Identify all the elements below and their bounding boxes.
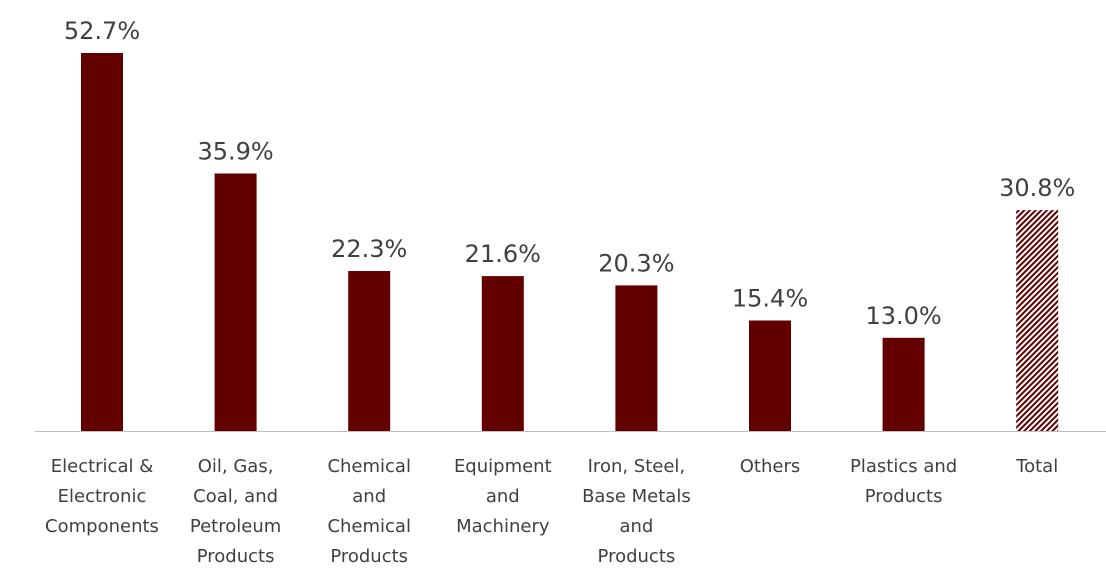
category-label-line: Base Metals <box>582 486 691 507</box>
bars-layer <box>81 53 1059 431</box>
bar-5 <box>749 320 791 431</box>
category-label-line: Petroleum <box>190 516 281 537</box>
bar-value-label: 30.8% <box>999 174 1075 202</box>
category-label-line: Chemical <box>327 516 411 537</box>
category-label-line: Coal, and <box>193 486 278 507</box>
category-label-line: and <box>486 486 520 507</box>
category-label-line: Equipment <box>454 456 552 477</box>
category-label-line: Total <box>1015 456 1058 477</box>
category-label: Iron, Steel, Base Metals and Products <box>582 456 691 567</box>
category-label-line: and <box>352 486 386 507</box>
bar-4 <box>615 285 658 431</box>
category-label-line: Iron, Steel, <box>588 456 686 477</box>
category-label-line: Products <box>598 546 676 567</box>
bar-value-label: 52.7% <box>64 17 140 45</box>
category-label-line: Machinery <box>456 516 550 537</box>
category-label-line: Products <box>330 546 408 567</box>
bar-1 <box>214 173 257 431</box>
category-label-line: Plastics and <box>850 456 957 477</box>
category-label: Electrical & Electronic Components <box>45 456 159 537</box>
category-label-line: Electronic <box>58 486 147 507</box>
category-label-line: Electrical & <box>51 456 154 477</box>
category-label: Oil, Gas, Coal, and Petroleum Products <box>190 456 281 567</box>
category-label-line: Products <box>197 546 275 567</box>
bar-value-label: 22.3% <box>331 235 407 263</box>
category-label-line: Others <box>740 456 801 477</box>
bar-value-label: 15.4% <box>732 285 808 313</box>
data-labels-layer: 52.7% 35.9% 22.3% 21.6% 20.3% 15.4% 13.0% 30.8% <box>64 17 1075 330</box>
category-label: Equipment and Machinery <box>454 456 552 537</box>
category-label-line: Chemical <box>327 456 411 477</box>
category-label-line: Oil, Gas, <box>198 456 274 477</box>
bar-2 <box>348 271 391 431</box>
bar-value-label: 21.6% <box>465 240 541 268</box>
category-label-line: Products <box>865 486 943 507</box>
bar-value-label: 20.3% <box>598 249 674 277</box>
category-label-line: Components <box>45 516 159 537</box>
bar-7 <box>1016 210 1059 431</box>
category-label-line: and <box>619 516 653 537</box>
category-label: Total <box>1015 456 1058 477</box>
category-label: Chemical and Chemical Products <box>327 456 411 567</box>
category-label: Others <box>740 456 801 477</box>
category-labels-layer: Electrical & Electronic Components Oil, Gas… <box>45 456 1058 567</box>
bar-0 <box>81 53 123 431</box>
category-label: Plastics and Products <box>850 456 957 507</box>
bar-3 <box>481 276 524 431</box>
bar-value-label: 13.0% <box>865 302 941 330</box>
bar-value-label: 35.9% <box>197 138 273 166</box>
bar-6 <box>882 337 925 431</box>
